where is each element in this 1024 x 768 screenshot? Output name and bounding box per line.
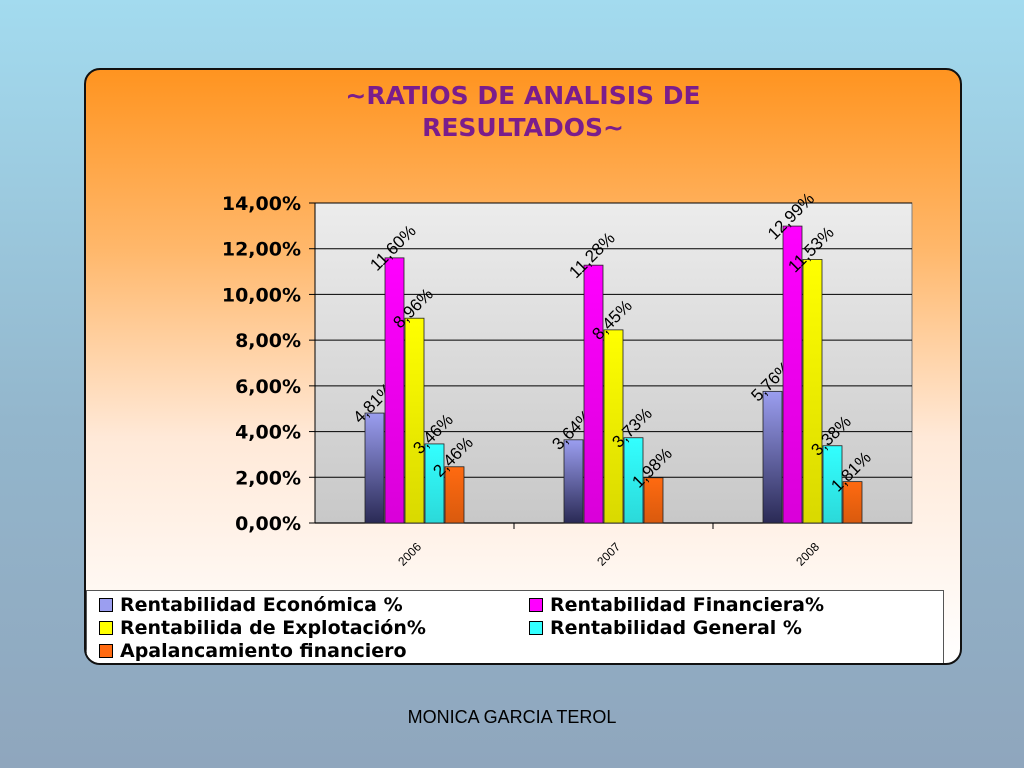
legend-swatch: [99, 598, 113, 612]
chart-title-line-2: RESULTADOS~: [422, 113, 624, 142]
y-tick-label: 2,00%: [235, 467, 301, 489]
legend-label: Rentabilidad Económica %: [120, 594, 403, 616]
bar: [583, 264, 604, 524]
footer-author: MONICA GARCIA TEROL: [407, 707, 617, 727]
bar: [364, 412, 385, 524]
bar: [384, 257, 405, 524]
y-tick-label: 10,00%: [222, 284, 301, 306]
y-tick-label: 4,00%: [235, 422, 301, 444]
y-tick-label: 12,00%: [222, 239, 301, 261]
legend-label: Apalancamiento financiero: [120, 640, 407, 662]
bar: [762, 390, 783, 524]
legend-swatch: [99, 621, 113, 635]
bar: [404, 317, 425, 524]
bar: [424, 443, 445, 524]
chart-title: ~RATIOS DE ANALISIS DE RESULTADOS~: [86, 80, 960, 144]
bar: [444, 466, 465, 524]
x-tick-label: 2007: [594, 540, 623, 569]
y-tick-label: 6,00%: [235, 376, 301, 398]
y-tick-label: 14,00%: [222, 193, 301, 215]
legend-label: Rentabilida de Explotación%: [120, 617, 426, 639]
bar: [822, 445, 843, 524]
chart-panel: ~RATIOS DE ANALISIS DE RESULTADOS~ 0,00%…: [84, 68, 962, 665]
chart-legend: Rentabilidad Económica % Rentabilidad Fin…: [86, 590, 944, 663]
y-tick-label: 8,00%: [235, 330, 301, 352]
bar: [623, 437, 644, 524]
bar: [643, 477, 664, 524]
bar-chart: 0,00% 2,00% 4,00% 6,00% 8,00% 10,00% 12,00% 14,…: [222, 189, 913, 569]
legend-swatch: [529, 598, 543, 612]
bar: [563, 439, 584, 524]
bar: [603, 329, 624, 524]
legend-item: Rentabilida de Explotación%: [99, 617, 426, 639]
chart-title-line-1: ~RATIOS DE ANALISIS DE: [345, 81, 701, 110]
legend-label: Rentabilidad General %: [550, 617, 802, 639]
legend-item: Rentabilidad Económica %: [99, 594, 403, 616]
x-tick-label: 2008: [793, 540, 822, 569]
legend-item: Apalancamiento financiero: [99, 640, 407, 662]
legend-item: Rentabilidad General %: [529, 617, 802, 639]
legend-item: Rentabilidad Financiera%: [529, 594, 824, 616]
bar: [802, 259, 823, 524]
bar: [782, 225, 803, 524]
legend-label: Rentabilidad Financiera%: [550, 594, 824, 616]
legend-swatch: [529, 621, 543, 635]
bar: [842, 481, 863, 524]
y-tick-label: 0,00%: [235, 513, 301, 535]
legend-swatch: [99, 644, 113, 658]
x-tick-label: 2006: [395, 540, 424, 569]
